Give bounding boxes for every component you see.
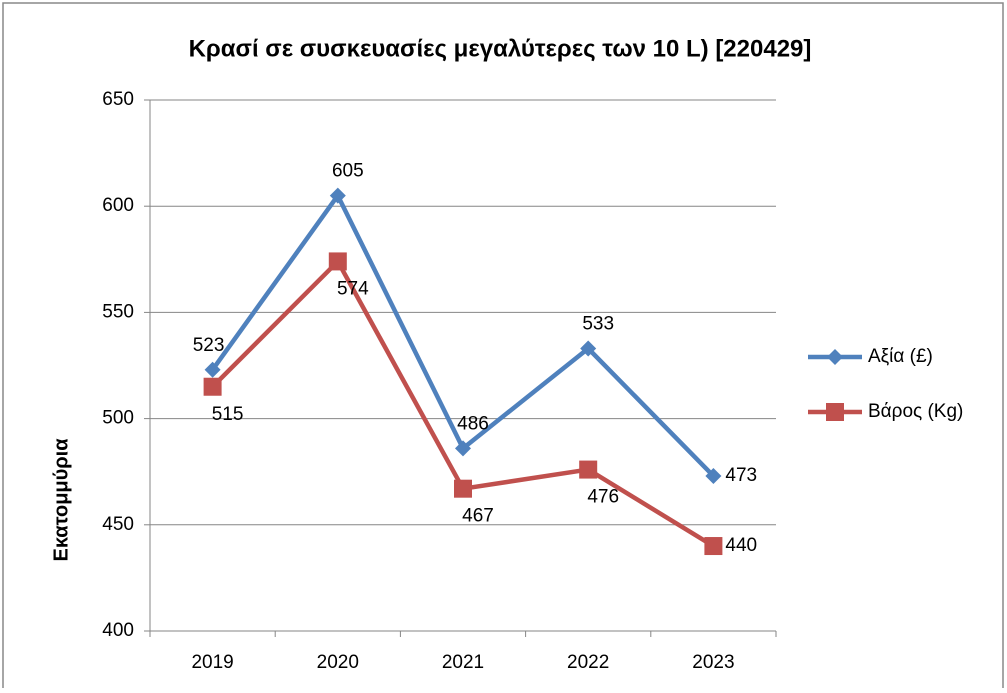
y-tick-label: 450 — [102, 514, 134, 535]
data-point — [328, 252, 347, 271]
data-point — [203, 377, 222, 396]
data-point — [580, 340, 597, 357]
data-label: 515 — [212, 404, 244, 425]
data-point — [329, 187, 346, 204]
y-tick-label: 600 — [102, 195, 134, 216]
legend-label: Αξία (£) — [868, 346, 933, 367]
x-tick-label: 2019 — [191, 652, 233, 673]
data-label: 486 — [457, 413, 489, 434]
legend-marker — [827, 349, 843, 365]
data-label: 476 — [587, 487, 619, 508]
x-tick-label: 2020 — [317, 652, 359, 673]
data-point — [454, 479, 472, 498]
y-tick-label: 550 — [102, 301, 134, 322]
data-point — [204, 361, 221, 378]
data-label: 533 — [582, 314, 614, 335]
y-tick-label: 500 — [102, 408, 134, 429]
data-label: 605 — [332, 161, 364, 182]
data-point — [455, 440, 471, 457]
y-tick-label: 650 — [102, 89, 134, 110]
data-label: 574 — [337, 278, 369, 299]
y-tick-label: 400 — [102, 620, 134, 641]
x-tick-label: 2022 — [567, 652, 609, 673]
y-axis-label: Εκατομμύρια — [50, 438, 72, 562]
data-label: 523 — [193, 335, 225, 356]
data-label: 440 — [725, 535, 757, 556]
legend-marker — [826, 403, 844, 421]
data-label: 467 — [462, 506, 494, 527]
data-point — [704, 537, 723, 556]
data-label: 473 — [725, 465, 757, 486]
data-point — [579, 460, 598, 479]
x-tick-label: 2021 — [442, 652, 484, 673]
data-point — [705, 467, 722, 484]
chart-title: Κρασί σε συσκευασίες μεγαλύτερες των 10 … — [189, 35, 812, 62]
legend-label: Βάρος (Kg) — [868, 401, 963, 422]
x-tick-label: 2023 — [692, 652, 734, 673]
